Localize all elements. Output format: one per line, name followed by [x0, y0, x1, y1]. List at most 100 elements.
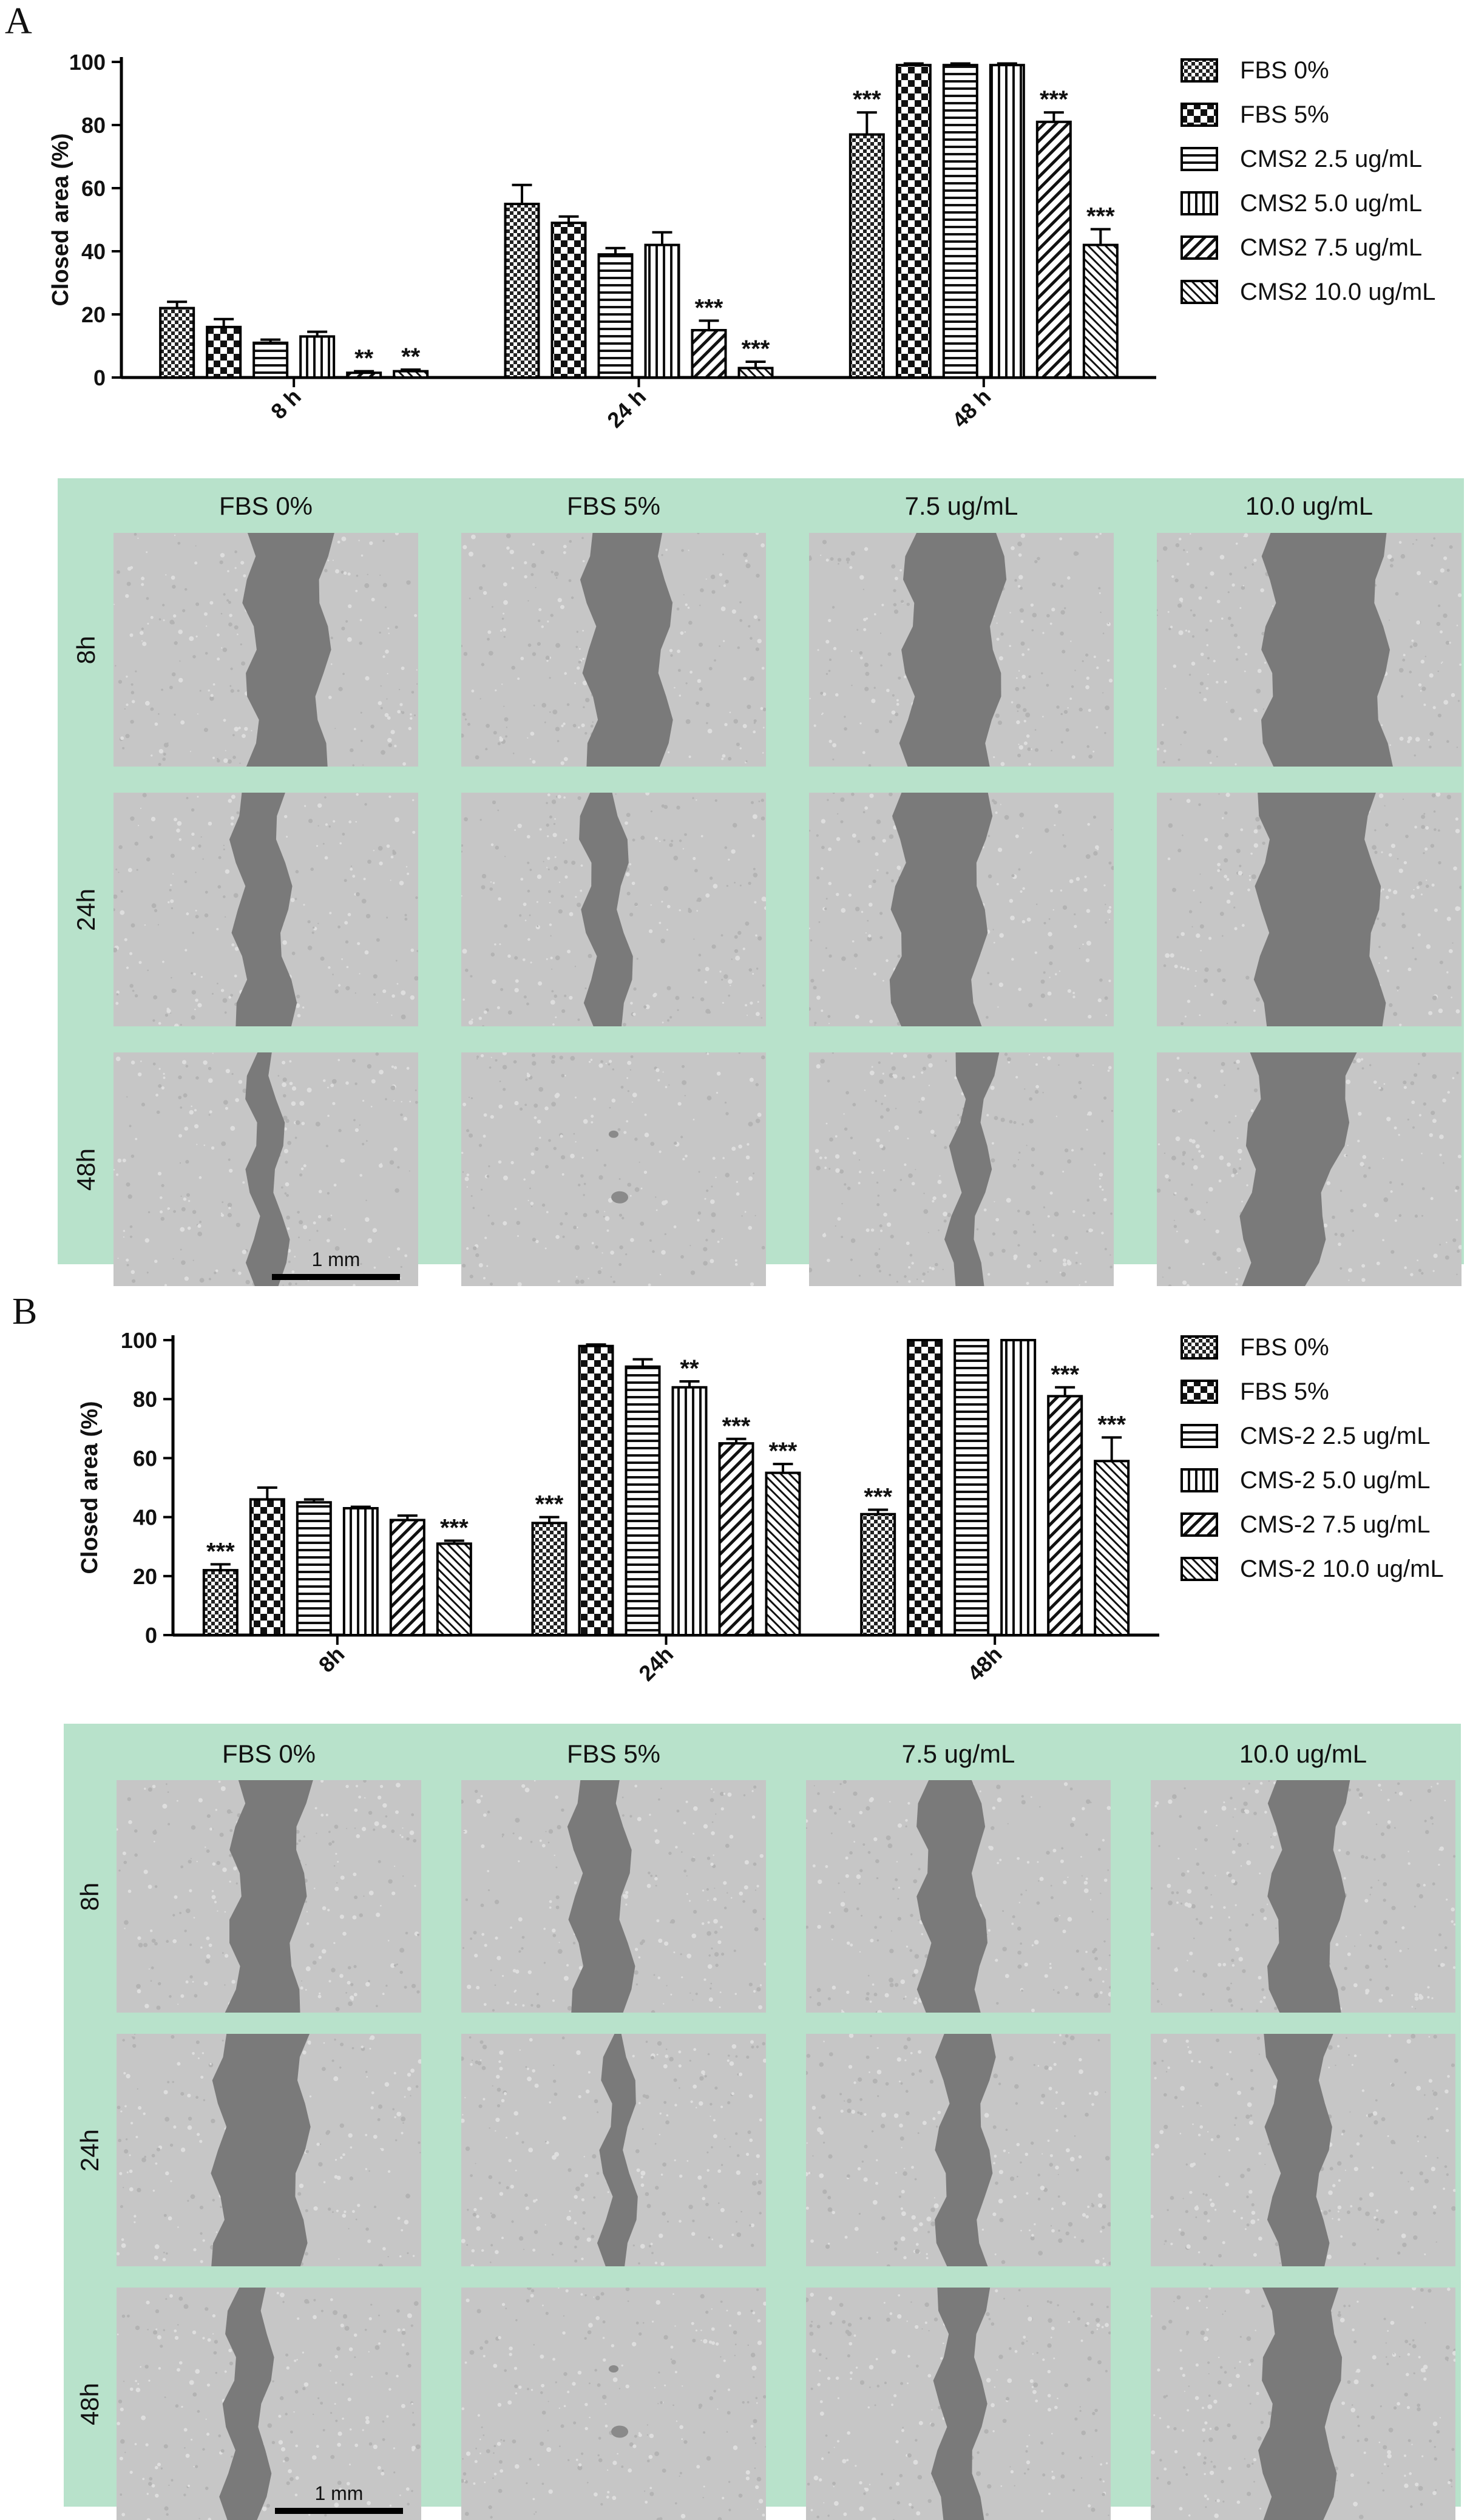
- cell-texture: [549, 1829, 553, 1834]
- cell-texture: [1230, 1983, 1232, 1985]
- cell-texture: [991, 1086, 995, 1090]
- cell-texture: [1074, 551, 1079, 556]
- cell-texture: [143, 2113, 146, 2115]
- cell-texture: [1085, 876, 1087, 878]
- cell-texture: [498, 2182, 501, 2184]
- cell-texture: [1438, 1965, 1440, 1967]
- cell-texture: [1384, 1959, 1386, 1960]
- cell-texture: [537, 901, 538, 903]
- cell-texture: [1040, 1877, 1044, 1881]
- cell-texture: [1152, 1982, 1154, 1985]
- cell-texture: [183, 1093, 188, 1097]
- cell-texture: [1160, 741, 1163, 745]
- cell-texture: [1417, 886, 1420, 889]
- cell-texture: [1047, 1056, 1051, 1060]
- legend-item: FBS 0%: [1180, 1333, 1329, 1362]
- cell-texture: [532, 1238, 536, 1241]
- cell-texture: [1060, 632, 1064, 636]
- cell-texture: [365, 2227, 369, 2231]
- cell-texture: [152, 1019, 155, 1021]
- y-tick-label: 60: [81, 176, 106, 201]
- cell-texture: [1394, 1827, 1396, 1829]
- cell-texture: [664, 1942, 668, 1946]
- cell-texture: [869, 885, 872, 889]
- cell-texture: [1157, 615, 1158, 616]
- cell-texture: [604, 1211, 605, 1212]
- cell-texture: [467, 723, 470, 726]
- cell-texture: [1449, 949, 1453, 953]
- cell-texture: [481, 1933, 484, 1936]
- cell-texture: [181, 1196, 182, 1197]
- cell-texture: [541, 703, 546, 708]
- cell-texture: [554, 2152, 559, 2157]
- cell-texture: [574, 682, 576, 684]
- cell-texture: [663, 1071, 664, 1072]
- cell-texture: [583, 1119, 588, 1124]
- cell-texture: [723, 974, 728, 979]
- cell-texture: [710, 1798, 714, 1803]
- cell-texture: [1158, 1143, 1160, 1145]
- cell-texture: [181, 1261, 186, 1265]
- cell-texture: [278, 1075, 280, 1077]
- cell-texture: [1241, 1865, 1242, 1866]
- cell-texture: [1377, 1945, 1382, 1950]
- cell-texture: [196, 2041, 200, 2044]
- cell-texture: [338, 2258, 339, 2260]
- cell-texture: [410, 2095, 411, 2096]
- cell-texture: [475, 1253, 479, 1257]
- cell-texture: [170, 2144, 173, 2147]
- cell-texture: [1009, 645, 1011, 648]
- significance-label: **: [354, 345, 374, 372]
- cell-texture: [1223, 1963, 1227, 1966]
- cell-texture: [217, 758, 218, 760]
- y-tick-label: 100: [121, 1328, 157, 1353]
- cell-texture: [318, 2162, 322, 2166]
- cell-texture: [532, 2249, 535, 2252]
- cell-texture: [530, 758, 531, 759]
- cell-texture: [915, 1997, 917, 2000]
- cell-texture: [209, 1114, 211, 1116]
- cell-texture: [529, 1188, 531, 1190]
- cell-texture: [341, 958, 343, 960]
- bar-A-24h-s1: [552, 223, 586, 378]
- cell-texture: [1021, 1990, 1023, 1992]
- cell-texture: [578, 660, 581, 663]
- cell-texture: [379, 1070, 384, 1075]
- cell-texture: [686, 1875, 688, 1877]
- cell-texture: [1231, 2004, 1233, 2007]
- legend-item: FBS 5%: [1180, 100, 1329, 129]
- cell-texture: [334, 2039, 336, 2041]
- cell-texture: [895, 713, 898, 716]
- cell-texture: [655, 1839, 660, 1844]
- cell-texture: [532, 1054, 535, 1057]
- cell-texture: [699, 605, 700, 606]
- cell-texture: [140, 631, 144, 635]
- cell-texture: [1346, 1080, 1350, 1085]
- cell-texture: [566, 1964, 569, 1966]
- cell-texture: [164, 743, 169, 748]
- cell-texture: [151, 1966, 154, 1970]
- cell-texture: [484, 1011, 487, 1014]
- cell-texture: [212, 757, 215, 759]
- cell-texture: [697, 969, 700, 972]
- cell-texture: [228, 623, 232, 627]
- cell-texture: [393, 1100, 395, 1102]
- cell-texture: [1457, 747, 1458, 748]
- cell-texture: [405, 1932, 408, 1935]
- cell-texture: [1211, 1905, 1214, 1908]
- cell-texture: [513, 1969, 517, 1973]
- cell-texture: [1227, 899, 1231, 904]
- cell-texture: [200, 1278, 205, 1283]
- micrograph: [461, 533, 766, 767]
- cell-texture: [374, 1821, 379, 1826]
- cell-texture: [1168, 858, 1171, 861]
- cell-texture: [306, 1966, 311, 1971]
- cell-texture: [1219, 1179, 1222, 1182]
- cell-texture: [930, 1130, 935, 1134]
- cell-texture: [995, 1959, 998, 1962]
- cell-texture: [303, 1225, 307, 1229]
- cell-texture: [747, 705, 751, 709]
- x-tick-label: 48h: [963, 1642, 1007, 1686]
- cell-texture: [659, 2134, 660, 2135]
- micrograph-image: [117, 2034, 421, 2266]
